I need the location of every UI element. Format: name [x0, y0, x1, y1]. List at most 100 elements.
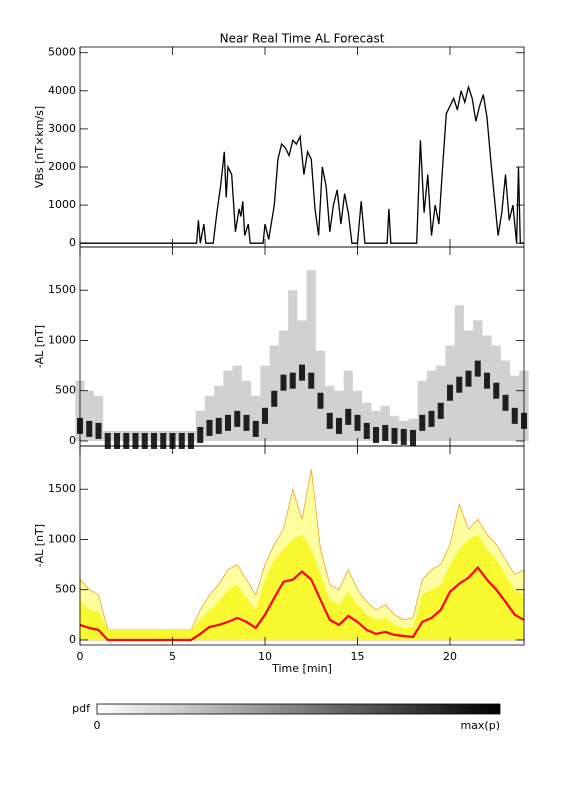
density-peak — [178, 432, 185, 449]
y-tick-label: 0 — [69, 633, 76, 646]
density-peak — [151, 432, 157, 449]
plot-frame — [79, 46, 525, 248]
density-spread — [223, 370, 233, 441]
density-peak — [336, 417, 342, 434]
density-spread — [251, 395, 261, 441]
density-peak — [456, 376, 463, 393]
density-peak — [206, 419, 213, 436]
density-peak — [299, 364, 305, 381]
density-peak — [197, 426, 204, 443]
colorbar-label: pdf — [72, 702, 91, 715]
density-peak — [308, 372, 315, 389]
density-spread — [288, 290, 298, 441]
density-peak — [493, 382, 500, 399]
density-spread — [84, 390, 94, 441]
density-peak — [465, 370, 472, 387]
density-peak — [104, 432, 111, 449]
density-peak — [345, 408, 352, 425]
density-peak — [225, 414, 231, 431]
y-tick-label: 0 — [69, 434, 76, 447]
x-tick-label: 10 — [258, 650, 272, 663]
y-tick-label: 1500 — [48, 283, 76, 296]
density-peak — [447, 384, 453, 401]
density-spread — [204, 395, 215, 441]
density-peak — [234, 410, 241, 427]
x-tick-label: 20 — [443, 650, 457, 663]
y-tick-label: 5000 — [48, 46, 76, 59]
density-spread — [417, 380, 427, 441]
density-peak — [271, 390, 278, 407]
y-tick-label: 1000 — [48, 532, 76, 545]
density-peak — [400, 428, 407, 445]
density-peak — [419, 414, 426, 431]
colorbar-min: 0 — [94, 719, 101, 732]
density-peak — [363, 422, 370, 439]
density-spread — [93, 395, 104, 441]
density-spread — [371, 410, 381, 441]
y-axis-label: -AL [nT] — [33, 325, 46, 368]
density-peak — [86, 420, 93, 437]
chart-title: Near Real Time AL Forecast — [220, 32, 385, 46]
density-peak — [511, 407, 518, 424]
density-peak — [141, 432, 148, 449]
density-peak — [437, 402, 444, 419]
density-spread — [454, 305, 464, 441]
x-axis-label: Time [min] — [271, 662, 332, 675]
colorbar — [96, 703, 501, 715]
density-peak — [252, 420, 259, 437]
density-peak — [123, 432, 130, 449]
density-spread — [232, 365, 242, 441]
density-peak — [382, 424, 389, 441]
y-tick-label: 1500 — [48, 482, 76, 495]
density-spread — [426, 370, 437, 441]
density-spread — [380, 405, 390, 441]
density-peak — [114, 432, 120, 449]
density-peak — [317, 392, 324, 409]
density-spread — [241, 380, 252, 441]
density-spread — [214, 385, 224, 441]
y-tick-label: 3000 — [48, 122, 76, 135]
density-peak — [188, 432, 194, 449]
density-peak — [262, 407, 268, 424]
density-peak — [326, 412, 333, 429]
density-spread — [334, 390, 344, 441]
y-axis-label: VBs [nT×km/s] — [33, 106, 46, 188]
density-peak — [243, 414, 250, 431]
median-line — [79, 565, 525, 642]
density-spread — [343, 370, 353, 441]
forecast-band — [80, 534, 524, 640]
density-peak — [132, 432, 139, 449]
density-peak — [215, 417, 222, 434]
density-spread — [260, 365, 270, 441]
density-peak — [502, 394, 509, 411]
density-peak — [95, 422, 102, 439]
density-spread — [408, 418, 418, 441]
x-tick-label: 15 — [351, 650, 365, 663]
y-tick-label: 0 — [69, 236, 76, 249]
density-peak — [373, 426, 379, 443]
x-tick-label: 5 — [169, 650, 176, 663]
x-tick-label: 0 — [77, 650, 84, 663]
density-spread — [362, 402, 372, 441]
plot-frame — [79, 445, 525, 646]
density-peak — [484, 372, 490, 389]
vbs-line — [80, 84, 524, 244]
density-peak — [428, 410, 435, 427]
density-peak — [410, 429, 416, 446]
colorbar-max: max(p) — [460, 719, 500, 732]
density-peak — [474, 360, 481, 377]
density-spread — [297, 320, 307, 441]
density-peak — [289, 372, 296, 389]
density-spread — [306, 270, 316, 441]
density-spread — [473, 320, 483, 441]
density-peak — [280, 374, 287, 391]
density-peak — [354, 414, 361, 431]
y-tick-label: 1000 — [48, 333, 76, 346]
y-tick-label: 1000 — [48, 198, 76, 211]
y-tick-label: 500 — [55, 384, 76, 397]
y-tick-label: 2000 — [48, 160, 76, 173]
y-tick-label: 500 — [55, 583, 76, 596]
density-peak — [391, 427, 398, 444]
density-peak — [160, 432, 167, 449]
